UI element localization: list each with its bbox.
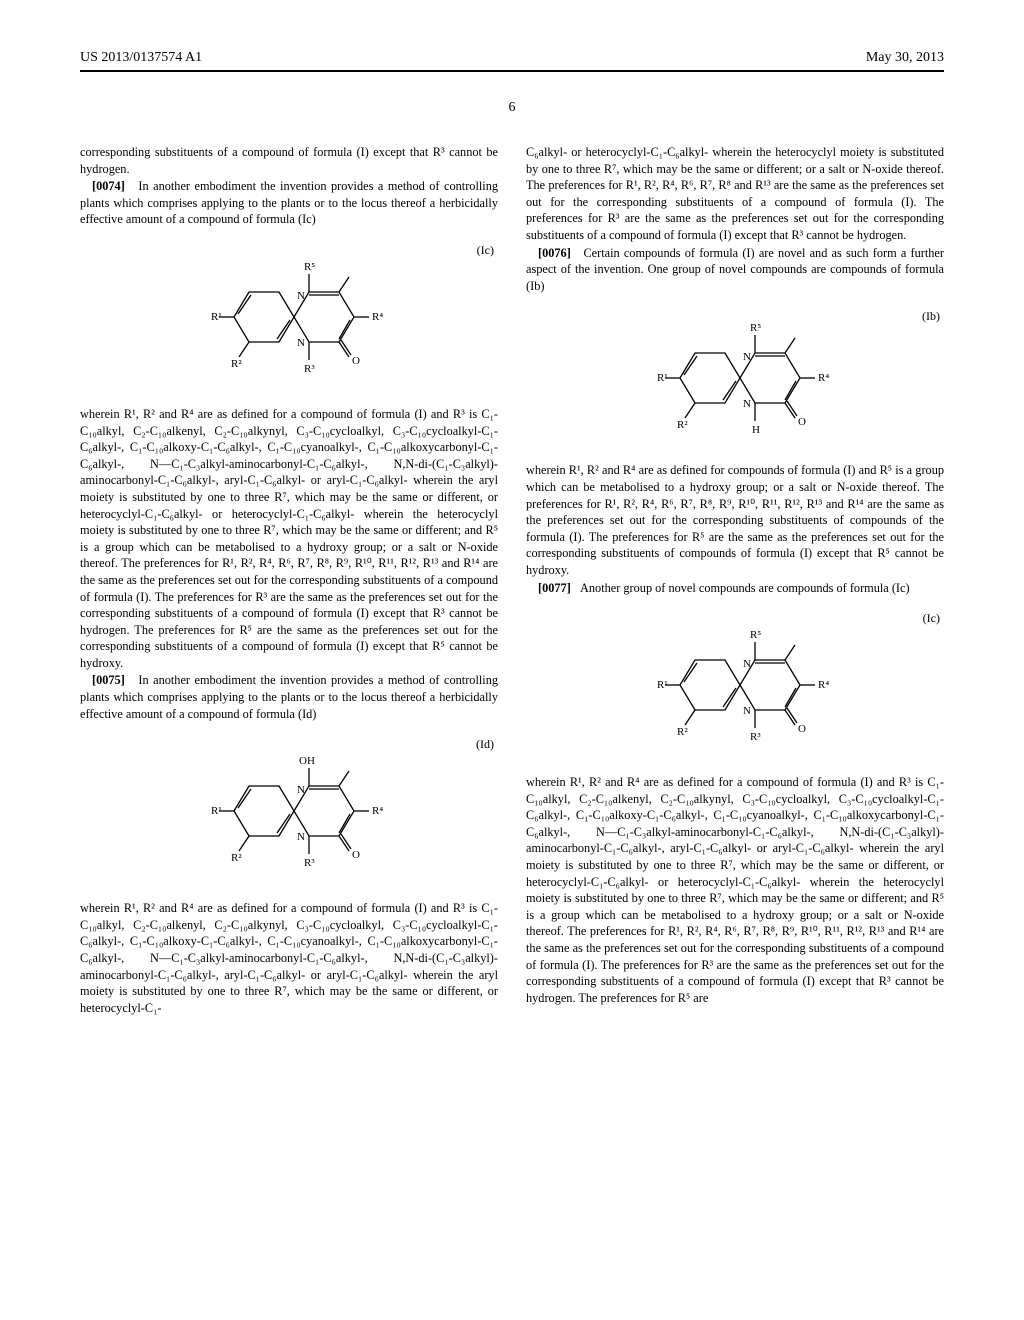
paragraph-0076: [0076] Certain compounds of formula (I) … [526,245,944,295]
svg-text:N: N [297,290,305,302]
svg-text:N: N [743,398,751,410]
page: US 2013/0137574 A1 May 30, 2013 6 corres… [0,0,1024,1057]
continuation-text-right: C₆alkyl- or heterocyclyl-C₁-C₆alkyl- whe… [526,144,944,244]
para-text: Another group of novel compounds are com… [580,581,910,595]
svg-text:N: N [297,831,305,843]
svg-text:O: O [352,849,360,861]
svg-text:R¹: R¹ [657,372,668,384]
svg-text:O: O [798,416,806,428]
paragraph-0074: [0074] In another embodiment the inventi… [80,178,498,228]
svg-text:N: N [743,351,751,363]
para-num: [0077] [538,581,571,595]
molecule-Ic-svg: N N R¹ R² R³ R⁴ R⁵ O [189,242,389,392]
molecule-Ib-svg: N N R¹ R² H R⁴ R⁵ O [635,308,835,448]
svg-text:R⁴: R⁴ [372,311,383,323]
svg-text:R⁴: R⁴ [818,679,829,691]
para-num: [0075] [92,673,125,687]
svg-text:R⁴: R⁴ [372,805,383,817]
paragraph-0075: [0075] In another embodiment the inventi… [80,672,498,722]
svg-text:R¹: R¹ [211,311,222,323]
publication-date: May 30, 2013 [866,50,944,66]
molecule-Ic2-svg: N N R¹ R² R³ R⁴ R⁵ O [635,610,835,760]
figure-label-Ic2: (Ic) [923,610,940,626]
paragraph-0074-cont: wherein R¹, R² and R⁴ are as defined for… [80,406,498,672]
svg-text:R⁴: R⁴ [818,372,829,384]
figure-label-Id: (Id) [476,736,494,752]
svg-text:R⁵: R⁵ [750,629,761,641]
molecule-Id-svg: N N R¹ R² R³ R⁴ OH O [189,736,389,886]
svg-text:R²: R² [231,852,242,864]
svg-text:R²: R² [677,419,688,431]
page-number: 6 [80,100,944,116]
paragraph-0077-cont: wherein R¹, R² and R⁴ are as defined for… [526,774,944,1006]
para-text: Certain compounds of formula (I) are nov… [526,246,944,293]
svg-text:H: H [752,424,760,436]
svg-text:R³: R³ [750,731,761,743]
svg-text:R²: R² [231,358,242,370]
chem-structure-Ib: (Ib) [526,308,944,448]
paragraph-0076-cont: wherein R¹, R² and R⁴ are as defined for… [526,462,944,578]
svg-text:N: N [743,658,751,670]
svg-text:N: N [297,784,305,796]
svg-text:R³: R³ [304,363,315,375]
svg-text:R³: R³ [304,857,315,869]
chem-structure-Id: (Id) [80,736,498,886]
chem-structure-Ic-right: (Ic) [526,610,944,760]
para-text: In another embodiment the invention prov… [80,673,498,720]
paragraph-0077: [0077] Another group of novel compounds … [526,580,944,597]
figure-label-Ic: (Ic) [477,242,494,258]
right-column: C₆alkyl- or heterocyclyl-C₁-C₆alkyl- whe… [526,144,944,1017]
svg-text:O: O [798,723,806,735]
svg-text:R⁵: R⁵ [304,261,315,273]
svg-text:R¹: R¹ [657,679,668,691]
svg-text:R¹: R¹ [211,805,222,817]
para-text: In another embodiment the invention prov… [80,179,498,226]
two-column-layout: corresponding substituents of a compound… [80,144,944,1017]
left-column: corresponding substituents of a compound… [80,144,498,1017]
para-num: [0076] [538,246,571,260]
svg-text:OH: OH [299,755,315,767]
continuation-text: corresponding substituents of a compound… [80,144,498,177]
publication-number: US 2013/0137574 A1 [80,50,202,66]
figure-label-Ib: (Ib) [922,308,940,324]
chem-structure-Ic: (Ic) [80,242,498,392]
svg-text:R²: R² [677,726,688,738]
svg-text:R⁵: R⁵ [750,322,761,334]
paragraph-0075-cont: wherein R¹, R² and R⁴ are as defined for… [80,900,498,1016]
svg-text:O: O [352,355,360,367]
para-num: [0074] [92,179,125,193]
header-rule [80,70,944,72]
svg-text:N: N [743,705,751,717]
svg-text:N: N [297,337,305,349]
page-header: US 2013/0137574 A1 May 30, 2013 [80,50,944,66]
